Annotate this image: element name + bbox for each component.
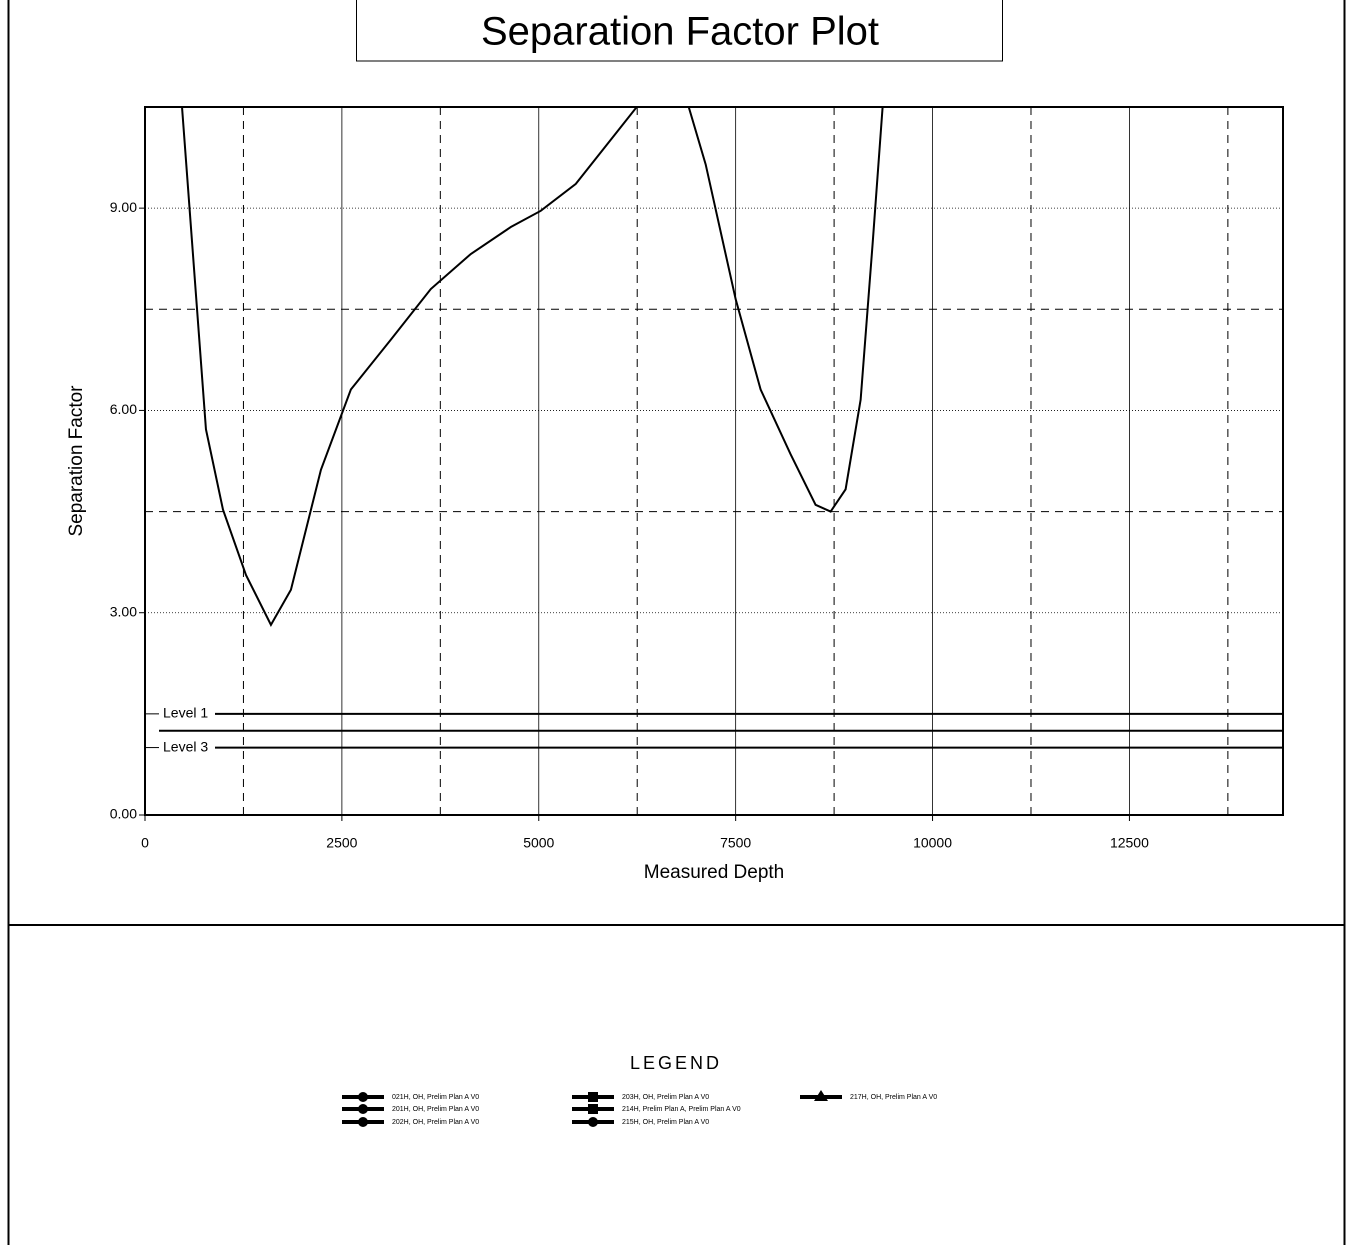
x-tick-label: 12500 [1110,835,1149,851]
x-axis-label: Measured Depth [644,862,784,883]
legend-title: LEGEND [630,1053,722,1073]
legend-symbol [588,1092,598,1102]
legend-label: 201H, OH, Prelim Plan A V0 [392,1106,479,1113]
title-box [356,0,1003,62]
chart-title: Separation Factor Plot [481,10,879,54]
y-tick-label: 0.00 [110,806,137,822]
legend-label: 202H, OH, Prelim Plan A V0 [392,1119,479,1126]
y-tick-label: 3.00 [110,603,137,619]
legend-label: 203H, OH, Prelim Plan A V0 [622,1094,709,1101]
level-label: Level 1 [163,705,208,721]
legend-symbol [358,1104,368,1114]
legend-symbol [588,1117,598,1127]
y-tick-label: 9.00 [110,199,137,215]
x-tick-label: 5000 [523,835,554,851]
curve [687,107,884,513]
y-axis-label: Separation Factor [66,385,87,537]
legend-symbol [358,1117,368,1127]
legend-label: 021H, OH, Prelim Plan A V0 [392,1094,479,1101]
level-label: Level 3 [163,738,208,754]
legend-label: 215H, OH, Prelim Plan A V0 [622,1119,709,1126]
x-tick-label: 10000 [913,835,952,851]
x-tick-label: 2500 [326,835,357,851]
x-tick-label: 7500 [720,835,751,851]
legend-symbol [588,1104,598,1114]
x-tick-label: 0 [141,835,149,851]
curve [181,107,638,627]
legend-symbol [358,1092,368,1102]
y-tick-label: 6.00 [110,401,137,417]
legend-label: 217H, OH, Prelim Plan A V0 [850,1094,937,1101]
legend-symbol [814,1090,828,1101]
legend-label: 214H, Prelim Plan A, Prelim Plan A V0 [622,1106,741,1113]
plot-border [144,106,1284,816]
